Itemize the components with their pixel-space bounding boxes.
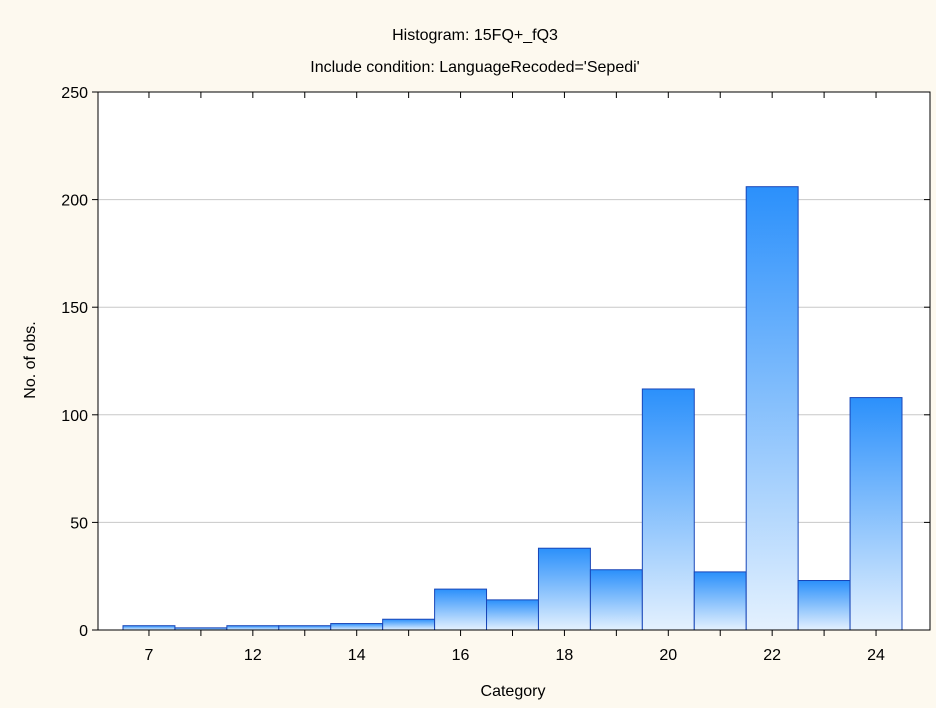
histogram-bar [797, 580, 851, 631]
histogram-bar [745, 186, 799, 631]
histogram-bar [486, 599, 539, 631]
chart-subtitle: Include condition: LanguageRecoded='Sepe… [310, 59, 639, 76]
histogram-bar [122, 625, 176, 631]
x-tick-label: 16 [452, 647, 470, 664]
x-tick-label: 12 [244, 647, 262, 664]
x-tick-label: 24 [867, 647, 885, 664]
x-tick-label: 7 [145, 647, 154, 664]
histogram-bar [382, 618, 436, 631]
histogram-bar [849, 397, 903, 631]
bars [122, 186, 903, 631]
histogram-bar [589, 569, 643, 631]
y-tick-label: 0 [79, 623, 88, 640]
x-tick-label: 20 [659, 647, 677, 664]
histogram-bar [693, 571, 747, 631]
y-tick-label: 150 [61, 300, 88, 317]
y-tick-label: 50 [70, 515, 88, 532]
histogram-bar [641, 388, 695, 631]
y-tick-label: 100 [61, 408, 88, 425]
plot-area [98, 92, 930, 630]
y-tick-label: 250 [61, 85, 88, 102]
y-tick-label: 200 [61, 193, 88, 210]
histogram-bar [537, 547, 591, 631]
chart-title: Histogram: 15FQ+_fQ3 [392, 27, 558, 44]
histogram-bar [434, 588, 488, 631]
x-tick-label: 18 [556, 647, 574, 664]
plot-frame [97, 91, 931, 631]
x-tick-label: 22 [763, 647, 781, 664]
x-tick-label: 14 [348, 647, 366, 664]
y-axis-label: No. of obs. [22, 321, 39, 398]
x-ticks: 7 12 14 16 18 20 22 24 [145, 92, 885, 664]
histogram-bar [226, 625, 280, 631]
histogram-bar [330, 623, 384, 631]
x-axis-label: Category [481, 683, 546, 700]
histogram-bar [278, 625, 332, 631]
y-ticks: 0 50 100 150 200 250 [61, 85, 930, 640]
